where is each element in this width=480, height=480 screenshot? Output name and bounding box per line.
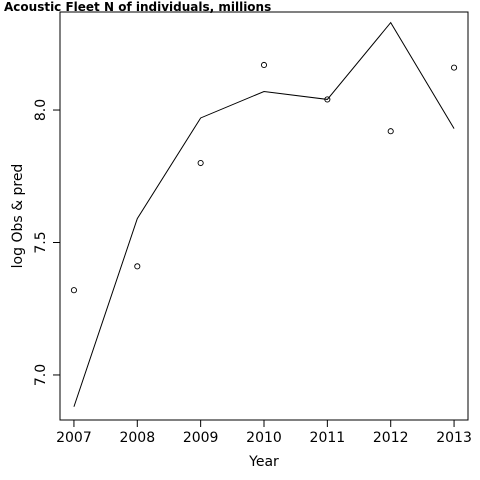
observed-point (451, 64, 458, 71)
x-axis-label: Year (248, 454, 279, 470)
series-layer (70, 21, 458, 407)
chart-title: Acoustic Fleet N of individuals, million… (4, 0, 271, 14)
observed-point (197, 159, 204, 167)
y-tick-label: 8.0 (33, 99, 49, 121)
x-axis: 2007 2008 2009 2010 2011 2012 2013 (56, 420, 472, 446)
predicted-line (73, 21, 455, 407)
x-tick-label: 2010 (246, 430, 282, 446)
observed-point (260, 61, 268, 69)
y-tick-label: 7.5 (33, 231, 49, 253)
observed-point (387, 128, 394, 135)
x-tick-label: 2009 (183, 430, 219, 446)
observed-point (70, 287, 77, 294)
observed-point (134, 263, 141, 270)
x-tick-label: 2007 (56, 430, 92, 446)
x-tick-label: 2012 (373, 430, 409, 446)
y-axis-label: log Obs & pred (10, 164, 26, 269)
x-tick-label: 2011 (310, 430, 346, 446)
y-tick-label: 7.0 (33, 364, 49, 386)
y-axis: 7.0 7.5 8.0 (33, 99, 60, 386)
plot-frame (59, 11, 469, 421)
x-tick-label: 2013 (436, 430, 472, 446)
x-tick-label: 2008 (119, 430, 155, 446)
